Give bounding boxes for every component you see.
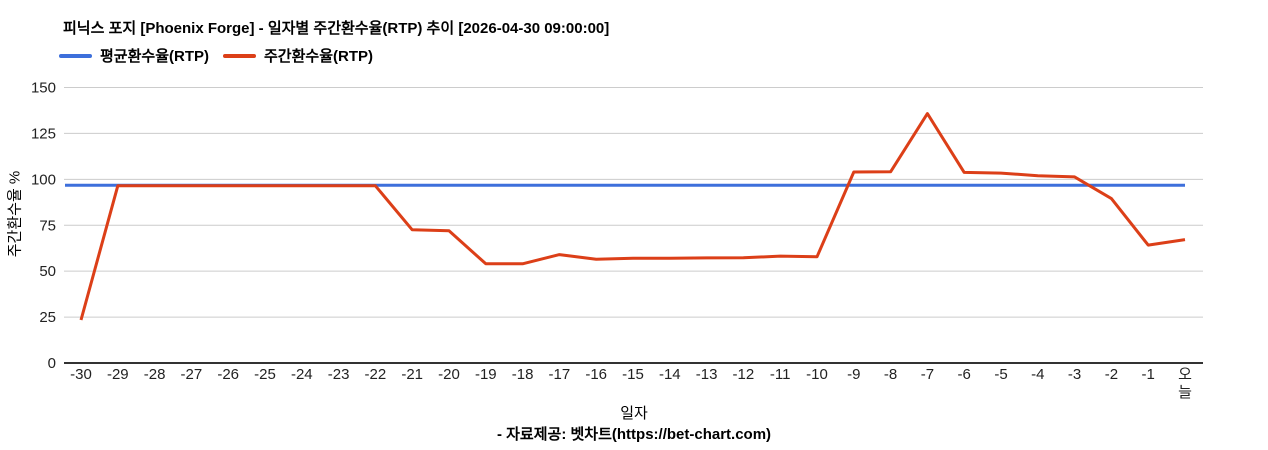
- x-tick-label: -10: [806, 366, 828, 383]
- x-tick-label: -6: [958, 366, 971, 383]
- y-tick-label: 25: [39, 309, 56, 326]
- x-tick-label: -19: [475, 366, 497, 383]
- x-tick-label: -12: [733, 366, 755, 383]
- legend-item-weekly-rtp: 주간환수율(RTP): [223, 45, 373, 66]
- x-tick-label: -14: [659, 366, 681, 383]
- x-tick-label: -24: [291, 366, 313, 383]
- x-tick-label: -25: [254, 366, 276, 383]
- x-tick-label: -5: [994, 366, 1007, 383]
- x-tick-label: -4: [1031, 366, 1044, 383]
- y-tick-label: 75: [39, 217, 56, 234]
- x-tick-label: -13: [696, 366, 718, 383]
- x-tick-label: -2: [1105, 366, 1118, 383]
- x-tick-label: -8: [884, 366, 897, 383]
- x-tick-label: -21: [401, 366, 423, 383]
- x-tick-label: -17: [549, 366, 571, 383]
- x-tick-label: -15: [622, 366, 644, 383]
- average-line-swatch-icon: [59, 53, 92, 58]
- legend-item-average-rtp: 평균환수율(RTP): [59, 45, 209, 66]
- y-tick-label: 150: [31, 80, 56, 97]
- x-tick-label: -1: [1142, 366, 1155, 383]
- x-axis-title: 일자: [620, 405, 648, 422]
- x-tick-label: -9: [847, 366, 860, 383]
- legend-label-weekly-rtp: 주간환수율(RTP): [264, 48, 373, 65]
- weekly-line-swatch-icon: [223, 53, 256, 58]
- weekly-rtp-line: [79, 112, 1186, 321]
- data-source-footer: - 자료제공: 벳차트(https://bet-chart.com): [496, 426, 772, 443]
- y-tick-label: 100: [31, 171, 56, 188]
- x-tick-label: -16: [585, 366, 607, 383]
- x-tick-label: -20: [438, 366, 460, 383]
- x-tick-label: -3: [1068, 366, 1081, 383]
- x-tick-label: -27: [181, 366, 203, 383]
- x-tick-label: -23: [328, 366, 350, 383]
- x-tick-label: -26: [217, 366, 239, 383]
- x-tick-label: -30: [70, 366, 92, 383]
- x-tick-label: -22: [365, 366, 387, 383]
- x-tick-label: -29: [107, 366, 129, 383]
- x-tick-label: -18: [512, 366, 534, 383]
- y-tick-label: 0: [48, 355, 56, 372]
- chart-title: 피닉스 포지 [Phoenix Forge] - 일자별 주간환수율(RTP) …: [63, 20, 610, 37]
- legend-label-average-rtp: 평균환수율(RTP): [100, 48, 209, 65]
- y-axis-title: 주간환수율 %: [6, 170, 24, 258]
- x-tick-label: -28: [144, 366, 166, 383]
- x-tick-label: -11: [770, 366, 791, 383]
- y-tick-label: 125: [31, 125, 56, 142]
- legend: 평균환수율(RTP) 주간환수율(RTP): [59, 45, 373, 66]
- x-tick-label: -7: [921, 366, 934, 383]
- y-tick-label: 50: [39, 263, 56, 280]
